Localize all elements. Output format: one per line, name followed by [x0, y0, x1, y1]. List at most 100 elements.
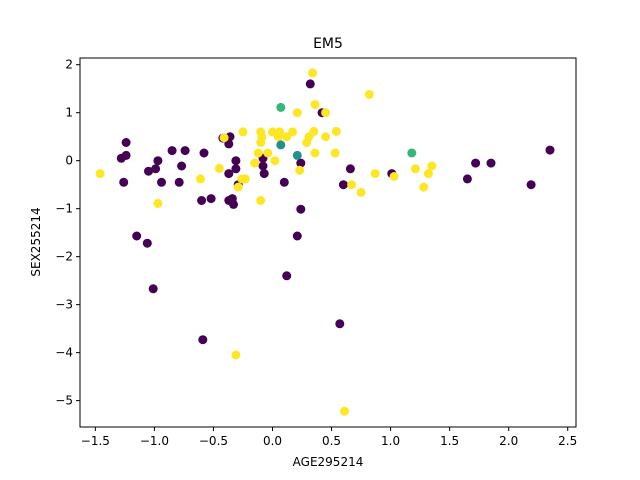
x-tick-label: 2.5: [558, 434, 577, 448]
scatter-point: [347, 180, 357, 190]
scatter-point: [356, 187, 366, 197]
x-tick-label: 2.0: [499, 434, 518, 448]
scatter-point: [410, 164, 420, 174]
y-tick-label: −4: [55, 346, 73, 360]
scatter-point: [214, 163, 224, 173]
scatter-point: [275, 127, 285, 137]
y-tick-label: −5: [55, 394, 73, 408]
scatter-point: [276, 140, 286, 150]
x-tick-label: 1.5: [440, 434, 459, 448]
scatter-point: [310, 100, 320, 109]
x-tick-label: −0.5: [199, 434, 228, 448]
scatter-point: [256, 196, 266, 205]
scatter-point: [338, 180, 348, 190]
scatter-point: [486, 158, 496, 168]
scatter-point: [121, 138, 131, 147]
scatter-point: [292, 150, 302, 160]
x-tick-label: −1.0: [140, 434, 169, 448]
plot-frame: [79, 57, 577, 428]
scatter-point: [157, 177, 166, 187]
y-tick-label: −3: [55, 298, 73, 312]
scatter-point: [238, 127, 248, 137]
scatter-point: [153, 198, 163, 208]
scatter-point: [310, 148, 320, 158]
scatter-point: [256, 138, 266, 147]
scatter-point: [288, 127, 298, 137]
scatter-point: [471, 158, 481, 168]
y-tick-label: 2: [65, 58, 73, 72]
scatter-point: [389, 172, 399, 181]
scatter-point: [419, 182, 429, 192]
x-tick-label: 0.0: [263, 434, 282, 448]
scatter-point: [340, 406, 349, 416]
scatter-point: [305, 79, 315, 89]
scatter-point: [407, 148, 417, 158]
scatter-point: [282, 271, 292, 281]
scatter-point: [196, 174, 205, 184]
scatter-point: [295, 165, 305, 175]
scatter-point: [233, 182, 243, 192]
scatter-point: [153, 156, 163, 166]
scatter-point: [197, 196, 207, 205]
y-tick-label: 1: [65, 106, 73, 120]
scatter-point: [345, 164, 355, 174]
scatter-point: [229, 199, 238, 209]
scatter-point: [526, 180, 536, 190]
chart-title: EM5: [313, 36, 343, 52]
scatter-point: [330, 148, 340, 158]
scatter-point: [423, 169, 433, 179]
scatter-point: [240, 174, 250, 184]
scatter-point: [462, 174, 472, 184]
scatter-point: [219, 133, 229, 143]
scatter-point: [132, 231, 142, 241]
y-tick-label: 0: [65, 154, 73, 168]
x-axis-ticks: −1.5 −1.0 −0.5 0.0 0.5 1.0 1.5 2.0 2.5: [81, 427, 577, 448]
y-axis-ticks: 2 1 0 −1 −2 −3 −4 −5: [55, 58, 80, 408]
x-tick-label: 0.5: [322, 434, 341, 448]
scatter-point: [231, 164, 241, 174]
scatter-point: [206, 194, 216, 204]
scatter-point: [309, 126, 319, 136]
scatter-point: [231, 156, 241, 166]
scatter-point: [321, 108, 331, 118]
scatter-point: [545, 145, 555, 155]
scatter-point: [296, 158, 306, 168]
scatter-point: [142, 238, 152, 248]
scatter-point: [144, 166, 153, 176]
scatter-point: [231, 350, 241, 360]
scatter-point: [279, 177, 289, 187]
x-tick-label: −1.5: [81, 434, 110, 448]
scatter-point: [180, 146, 190, 156]
scatter-point: [308, 68, 318, 78]
scatter-point: [364, 90, 374, 99]
scatter-point: [95, 169, 105, 179]
scatter-point: [151, 164, 161, 174]
scatter-point: [177, 161, 187, 171]
scatter-point: [119, 177, 129, 187]
scatter-point: [263, 148, 273, 158]
scatter-point: [296, 204, 306, 214]
scatter-point: [250, 158, 260, 168]
scatter-point: [427, 161, 437, 171]
points-layer: [95, 68, 555, 416]
scatter-point: [198, 335, 208, 345]
scatter-point: [259, 169, 269, 179]
scatter-point: [292, 231, 302, 241]
y-tick-label: −1: [55, 202, 73, 216]
scatter-point: [331, 126, 341, 136]
scatter-point: [224, 139, 234, 149]
scatter-point: [121, 150, 131, 160]
scatter-point: [148, 284, 158, 294]
scatter-point: [335, 319, 345, 329]
scatter-point: [224, 169, 234, 179]
y-tick-label: −2: [55, 250, 73, 264]
scatter-point: [321, 132, 331, 142]
scatter-point: [258, 161, 268, 171]
scatter-point: [174, 177, 184, 187]
scatter-point: [199, 148, 209, 158]
y-axis-label: SEX255214: [29, 207, 43, 276]
x-tick-label: 1.0: [381, 434, 400, 448]
scatter-point: [292, 108, 302, 118]
